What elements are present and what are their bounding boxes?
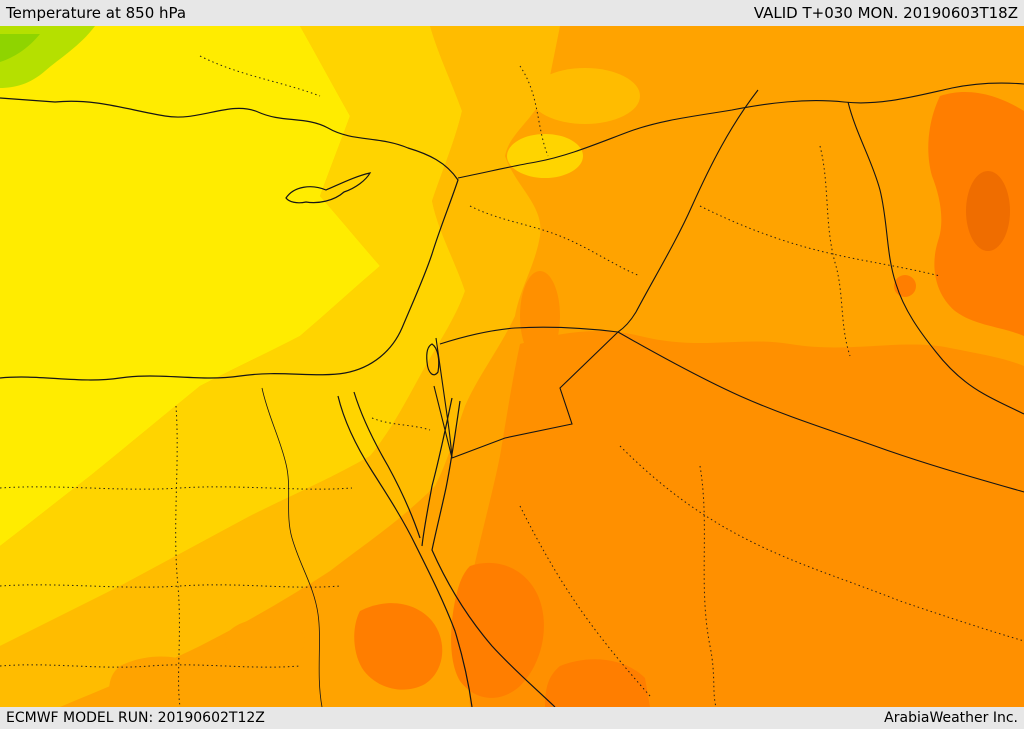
orange-bottomleft-blob — [225, 619, 305, 663]
suez-gulf-east-coast — [353, 391, 421, 539]
turkey-south-border — [457, 82, 1024, 179]
admin-line — [519, 65, 549, 157]
model-run-label: ECMWF MODEL RUN: 20190602T12Z — [6, 710, 265, 726]
weather-map — [0, 26, 1024, 707]
bottom-credit-bar: ECMWF MODEL RUN: 20190602T12Z ArabiaWeat… — [0, 707, 1024, 729]
deep-orange-temp-region — [465, 330, 1024, 707]
green-dark-temp-patch — [0, 34, 40, 62]
dark-orange-nile-patch — [354, 603, 443, 690]
iraq-saudi-border — [617, 331, 1024, 493]
gold-temp-band — [0, 26, 465, 646]
iran-west-border — [847, 101, 1024, 415]
admin-line — [199, 55, 321, 97]
amber-temp-band — [0, 26, 560, 707]
admin-line — [0, 486, 353, 490]
admin-boundaries — [0, 55, 1024, 707]
dark-orange-redsea-patch — [451, 562, 544, 698]
cyprus-coastline — [285, 172, 372, 204]
syria-jordan-border — [439, 326, 619, 345]
admin-line — [519, 505, 651, 697]
top-title-bar: Temperature at 850 hPa VALID T+030 MON. … — [0, 0, 1024, 26]
map-title: Temperature at 850 hPa — [6, 4, 187, 22]
darkest-orange-core — [966, 171, 1010, 251]
deep-orange-tongue — [520, 271, 560, 361]
yellow-temp-region — [0, 26, 380, 546]
syria-iraq-border — [617, 89, 759, 333]
admin-line — [371, 417, 431, 431]
nile-river — [261, 387, 323, 707]
admin-line — [0, 664, 301, 668]
egypt-israel-border — [433, 385, 453, 459]
credit-label: ArabiaWeather Inc. — [884, 710, 1018, 726]
gold-border-patch — [507, 134, 583, 178]
coastlines — [0, 97, 556, 707]
dark-orange-spot — [894, 275, 916, 297]
israel-jordan-border — [435, 337, 453, 459]
jordan-saudi-border — [451, 331, 619, 459]
admin-line — [699, 465, 717, 707]
mediterranean-coastline — [0, 97, 459, 381]
country-borders — [433, 82, 1024, 493]
aqaba-gulf-west-coast — [421, 397, 453, 547]
dark-orange-bottom-patch — [545, 659, 650, 707]
orange-bottomleft-patch — [109, 656, 215, 707]
valid-time-label: VALID T+030 MON. 20190603T18Z — [753, 4, 1018, 22]
amber-border-patch — [530, 68, 640, 124]
aqaba-gulf-east-redsea-coast — [431, 400, 556, 707]
suez-gulf-west-coast — [337, 395, 473, 707]
admin-line — [469, 205, 641, 277]
temperature-map-canvas — [0, 26, 1024, 707]
